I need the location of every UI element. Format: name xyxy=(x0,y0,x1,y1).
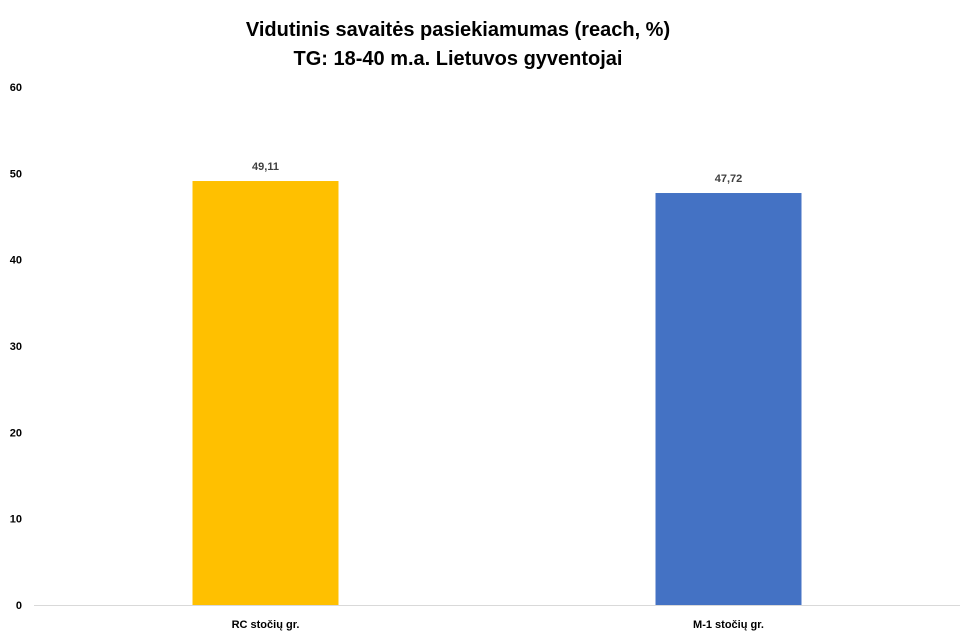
y-tick-label: 40 xyxy=(10,255,22,267)
chart-subtitle: TG: 18-40 m.a. Lietuvos gyventojai xyxy=(294,48,623,70)
y-tick-label: 50 xyxy=(10,168,22,180)
bar xyxy=(192,181,339,605)
category-label: M-1 stočių gr. xyxy=(693,619,764,631)
y-tick-label: 20 xyxy=(10,427,22,439)
bar xyxy=(655,193,802,605)
x-axis: RC stočių gr. M-1 stočių gr. xyxy=(232,619,764,631)
y-tick-label: 0 xyxy=(16,600,22,612)
y-tick-label: 60 xyxy=(10,82,22,94)
y-tick-label: 30 xyxy=(10,341,22,353)
y-tick-label: 10 xyxy=(10,514,22,526)
chart-title: Vidutinis savaitės pasiekiamumas (reach,… xyxy=(246,19,670,41)
data-label: 49,11 xyxy=(252,161,279,173)
y-axis: 0 10 20 30 40 50 60 xyxy=(10,82,22,612)
category-label: RC stočių gr. xyxy=(232,619,300,631)
data-labels-group: 49,11 47,72 xyxy=(252,161,742,185)
data-label: 47,72 xyxy=(715,173,743,185)
bars-group xyxy=(192,181,802,605)
